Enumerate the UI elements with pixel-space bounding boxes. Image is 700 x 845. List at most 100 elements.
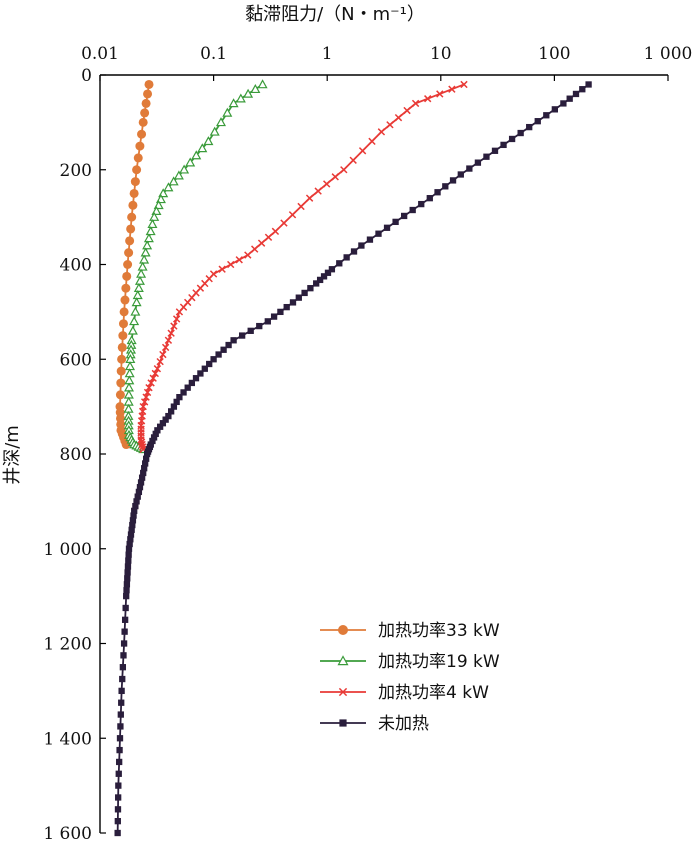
data-point [534, 118, 541, 125]
axes: 0.01 0.1 1 10 100 1 000 0 200 400 600 800 1 000 1 20… [43, 44, 692, 844]
data-point [143, 89, 153, 99]
data-point [127, 536, 134, 543]
data-point [147, 379, 155, 387]
data-point [129, 188, 139, 198]
data-point [409, 206, 416, 214]
data-point [235, 93, 246, 103]
data-point [143, 450, 151, 458]
data-point [141, 98, 151, 108]
data-point [215, 117, 227, 127]
data-point [168, 176, 179, 186]
data-point [153, 365, 162, 373]
series-3 [137, 80, 468, 453]
data-point [125, 551, 132, 558]
data-point [394, 113, 403, 122]
data-point [138, 474, 146, 481]
data-point [116, 366, 126, 376]
data-point [121, 628, 128, 635]
data-point [336, 260, 343, 267]
data-point [120, 640, 128, 647]
data-point [124, 368, 135, 378]
x-tick-label: 100 [538, 44, 570, 64]
data-point [122, 271, 132, 281]
data-point [140, 247, 151, 257]
data-point [244, 251, 252, 259]
data-point [424, 95, 432, 103]
data-point [129, 517, 137, 524]
data-point [136, 268, 147, 278]
data-point [227, 260, 235, 269]
data-point [466, 165, 473, 172]
data-point [243, 88, 254, 98]
data-point [133, 282, 144, 292]
data-point [235, 256, 243, 264]
legend-label: 未加热 [378, 714, 429, 734]
data-point [156, 357, 164, 366]
data-point [218, 265, 226, 273]
data-point [120, 652, 127, 659]
data-point [185, 157, 196, 167]
x-tick-label: 0.01 [81, 44, 119, 64]
data-point [295, 294, 302, 301]
y-tick-label: 1 000 [43, 540, 92, 560]
data-point [119, 664, 127, 671]
data-point [123, 581, 131, 588]
data-point [132, 502, 139, 510]
series-2 [123, 79, 268, 454]
legend-item: 加热功率19 kW [320, 652, 500, 672]
data-point [122, 604, 129, 612]
y-tick-label: 1 200 [43, 635, 92, 655]
series-line [140, 83, 465, 450]
data-point [137, 129, 147, 139]
data-point [119, 675, 126, 683]
data-point [203, 136, 214, 146]
data-point [124, 575, 131, 582]
data-point [543, 112, 550, 119]
data-point [130, 512, 137, 519]
data-point [173, 398, 180, 406]
data-point [210, 356, 217, 363]
data-point [288, 211, 297, 219]
data-point [375, 230, 382, 237]
data-point [184, 384, 191, 391]
data-point [115, 770, 122, 777]
data-point [117, 723, 124, 730]
data-point [197, 143, 208, 153]
data-point [119, 307, 129, 317]
data-point [147, 218, 158, 229]
data-point [144, 79, 154, 89]
data-point [314, 187, 322, 195]
data-point [136, 484, 144, 491]
data-point [137, 479, 145, 486]
legend-item: 加热功率4 kW [320, 683, 489, 703]
x-tick-label: 0.1 [200, 44, 227, 64]
data-point [305, 194, 314, 202]
data-point [165, 412, 172, 420]
data-point [180, 389, 187, 396]
data-point [173, 170, 184, 180]
data-point [138, 117, 148, 127]
y-tick-label: 1 600 [43, 824, 92, 844]
data-point [138, 443, 147, 451]
data-point [343, 254, 350, 261]
data-point [340, 166, 348, 174]
data-point [124, 375, 135, 385]
data-point [442, 183, 449, 190]
data-point [366, 236, 374, 243]
data-point [358, 242, 365, 249]
data-point [192, 375, 200, 382]
data-point [167, 329, 175, 337]
data-point [167, 408, 175, 415]
data-point [386, 121, 394, 129]
data-point [350, 248, 358, 255]
data-point [572, 90, 580, 98]
data-point [135, 488, 143, 496]
data-point [128, 526, 135, 533]
data-point [250, 83, 261, 94]
data-point [436, 90, 444, 98]
y-tick-label: 1 400 [43, 729, 92, 749]
data-point [156, 423, 164, 430]
data-point [426, 195, 433, 202]
data-point [349, 156, 357, 164]
y-axis-title: 井深/m [2, 425, 23, 485]
